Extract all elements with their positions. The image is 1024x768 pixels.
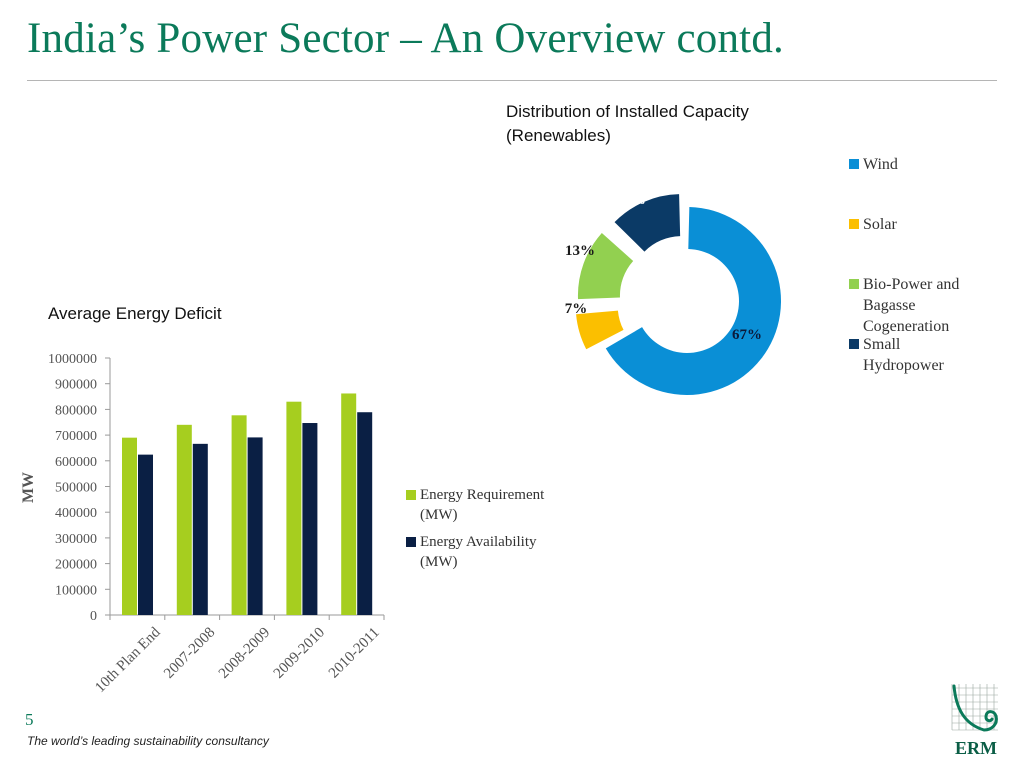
erm-logo: ERM bbox=[951, 684, 998, 758]
legend-label-hydro: Small Hydropower bbox=[863, 336, 944, 374]
donut-data-label: 67% bbox=[732, 327, 762, 343]
y-tick-label: 700000 bbox=[55, 429, 97, 444]
bar-energy-availability bbox=[247, 437, 263, 615]
bar-energy-availability bbox=[192, 443, 208, 615]
x-tick-label: 2007-2008 bbox=[161, 625, 218, 682]
footer-tagline: The world’s leading sustainability consu… bbox=[27, 734, 269, 748]
bar-energy-requirement bbox=[286, 401, 302, 615]
donut-slice bbox=[614, 194, 681, 252]
legend-item-solar: Solar bbox=[849, 214, 897, 235]
y-tick-label: 0 bbox=[90, 609, 97, 624]
bar-energy-availability bbox=[138, 454, 153, 615]
donut-data-label: 13% bbox=[565, 243, 595, 259]
page-number: 5 bbox=[25, 710, 34, 729]
legend-item-wind: Wind bbox=[849, 154, 898, 175]
y-tick-label: 400000 bbox=[55, 506, 97, 521]
donut-chart-title-line2: (Renewables) bbox=[506, 126, 611, 145]
legend-label-bio: Bio-Power and Bagasse Cogeneration bbox=[863, 276, 960, 335]
y-tick-label: 1000000 bbox=[48, 352, 97, 367]
donut-data-label: 7% bbox=[565, 301, 588, 317]
y-tick-label: 900000 bbox=[55, 378, 97, 393]
donut-slice bbox=[577, 232, 634, 300]
y-tick-label: 500000 bbox=[55, 481, 97, 496]
legend-label-requirement: Energy Requirement (MW) bbox=[420, 487, 545, 523]
x-tick-label: 10th Plan End bbox=[92, 624, 164, 696]
legend-swatch-solar bbox=[849, 219, 859, 229]
y-tick-label: 800000 bbox=[55, 403, 97, 418]
bar-energy-availability bbox=[357, 412, 373, 615]
legend-item-requirement: Energy Requirement (MW) bbox=[406, 485, 545, 525]
x-tick-label: 2008-2009 bbox=[216, 625, 273, 682]
donut-slice bbox=[605, 207, 781, 395]
slide-title: India’s Power Sector – An Overview contd… bbox=[27, 15, 784, 62]
donut-chart-title-line1: Distribution of Installed Capacity bbox=[506, 102, 749, 121]
legend-item-hydro: Small Hydropower bbox=[849, 334, 944, 376]
bar-energy-requirement bbox=[176, 424, 192, 615]
x-tick-label: 2010-2011 bbox=[326, 625, 383, 682]
legend-swatch-wind bbox=[849, 159, 859, 169]
bar-energy-availability bbox=[302, 423, 318, 615]
legend-label-solar: Solar bbox=[863, 216, 897, 233]
legend-item-availability: Energy Availability (MW) bbox=[406, 532, 537, 572]
legend-swatch-availability bbox=[406, 537, 416, 547]
x-tick-label: 2009-2010 bbox=[271, 625, 328, 682]
title-divider bbox=[27, 80, 997, 81]
y-tick-label: 600000 bbox=[55, 455, 97, 470]
y-tick-label: 200000 bbox=[55, 558, 97, 573]
legend-label-wind: Wind bbox=[863, 156, 898, 173]
bar-energy-requirement bbox=[341, 393, 357, 615]
y-tick-label: 300000 bbox=[55, 532, 97, 547]
bar-energy-requirement bbox=[231, 415, 247, 615]
bar-energy-requirement bbox=[122, 437, 137, 615]
legend-swatch-bio bbox=[849, 279, 859, 289]
legend-label-availability: Energy Availability (MW) bbox=[420, 534, 537, 570]
donut-chart-title: Distribution of Installed Capacity (Rene… bbox=[506, 100, 749, 148]
y-axis-label: MW bbox=[20, 472, 37, 503]
donut-slice bbox=[576, 310, 624, 350]
y-tick-label: 100000 bbox=[55, 583, 97, 598]
legend-item-bio: Bio-Power and Bagasse Cogeneration bbox=[849, 274, 960, 337]
donut-data-label: 13% bbox=[616, 192, 646, 208]
logo-text: ERM bbox=[955, 738, 997, 758]
legend-swatch-hydro bbox=[849, 339, 859, 349]
bar-chart-title: Average Energy Deficit bbox=[48, 304, 222, 323]
legend-swatch-requirement bbox=[406, 490, 416, 500]
